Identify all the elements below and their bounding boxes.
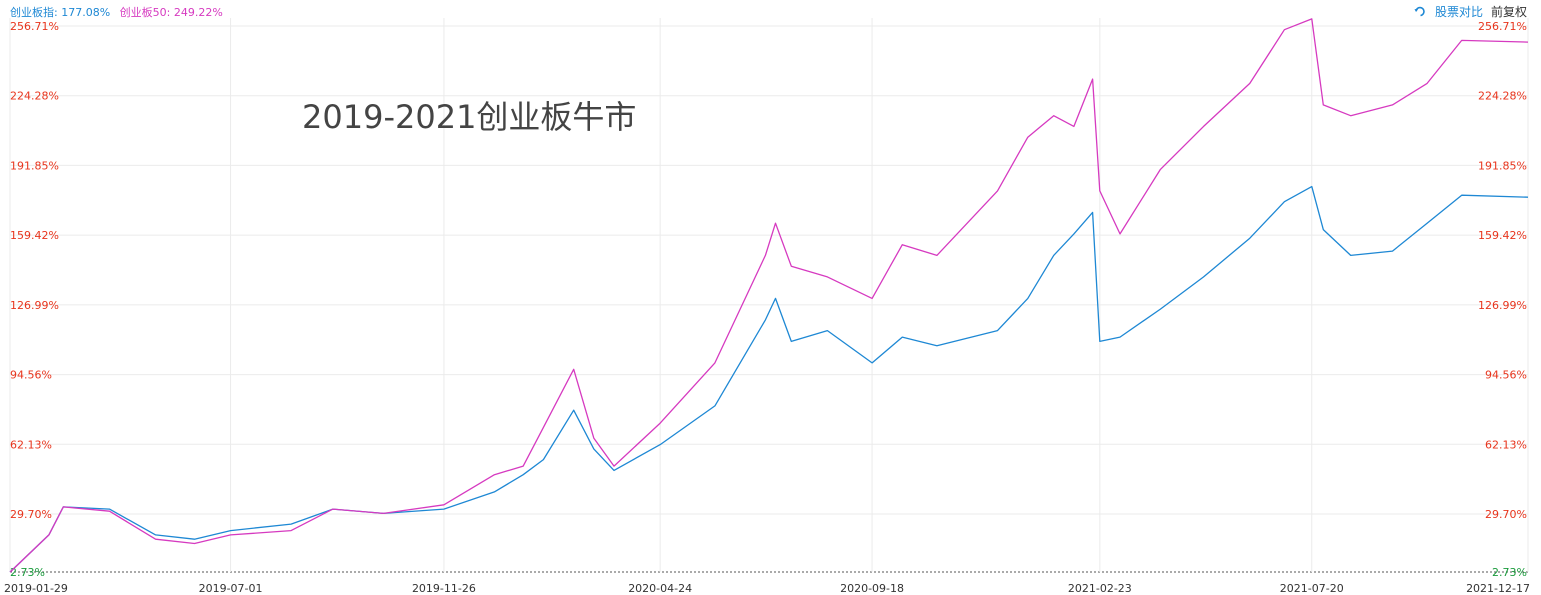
y-tick-label-right: 94.56% (1485, 369, 1527, 382)
swap-icon[interactable] (1414, 5, 1427, 18)
chart-legend: 创业板指: 177.08% 创业板50: 249.22% (10, 4, 223, 20)
y-tick-label-right: 62.13% (1485, 438, 1527, 451)
x-tick-label: 2020-09-18 (840, 582, 904, 595)
y-tick-label-left: 191.85% (10, 159, 59, 172)
y-tick-label-left: 224.28% (10, 90, 59, 103)
adjust-price-button[interactable]: 前复权 (1490, 5, 1527, 19)
x-tick-label: 2019-11-26 (412, 582, 476, 595)
chart-toolbar: 股票对比 前复权 (1414, 3, 1527, 20)
y-tick-label-right: 126.99% (1478, 299, 1527, 312)
legend-series-2: 创业板50: 249.22% (119, 6, 223, 19)
y-tick-label-left: 2.73% (10, 566, 45, 579)
x-tick-label: 2021-12-17 (1466, 582, 1530, 595)
series-line-1 (9, 185, 1529, 573)
y-tick-label-left: 62.13% (10, 438, 52, 451)
y-tick-label-right: 2.73% (1492, 566, 1527, 579)
y-tick-label-left: 256.71% (10, 20, 59, 33)
legend-series-1: 创业板指: 177.08% (10, 6, 111, 19)
y-tick-label-left: 29.70% (10, 508, 52, 521)
y-tick-label-right: 29.70% (1485, 508, 1527, 521)
y-axis-right: 256.71% 224.28% 191.85% 159.42% 126.99% 94.56… (1478, 20, 1527, 579)
y-tick-label-left: 126.99% (10, 299, 59, 312)
y-axis-left: 256.71% 224.28% 191.85% 159.42% 126.99% 94.56… (10, 20, 59, 579)
series-lines (9, 18, 1529, 573)
x-tick-label: 2021-07-20 (1280, 582, 1344, 595)
x-axis: 2019-01-29 2019-07-01 2019-11-26 2020-04-24… (4, 582, 1530, 595)
chart-grid (9, 18, 1529, 573)
x-tick-label: 2019-01-29 (4, 582, 68, 595)
compare-stock-button[interactable]: 股票对比 (1434, 5, 1483, 19)
series-line-2 (9, 18, 1529, 573)
y-tick-label-right: 159.42% (1478, 229, 1527, 242)
x-tick-label: 2019-07-01 (199, 582, 263, 595)
y-tick-label-right: 224.28% (1478, 90, 1527, 103)
x-tick-label: 2020-04-24 (628, 582, 692, 595)
y-tick-label-left: 159.42% (10, 229, 59, 242)
y-tick-label-right: 256.71% (1478, 20, 1527, 33)
chart-annotation: 2019-2021创业板牛市 (302, 98, 636, 136)
y-tick-label-right: 191.85% (1478, 159, 1527, 172)
x-tick-label: 2021-02-23 (1068, 582, 1132, 595)
y-tick-label-left: 94.56% (10, 369, 52, 382)
